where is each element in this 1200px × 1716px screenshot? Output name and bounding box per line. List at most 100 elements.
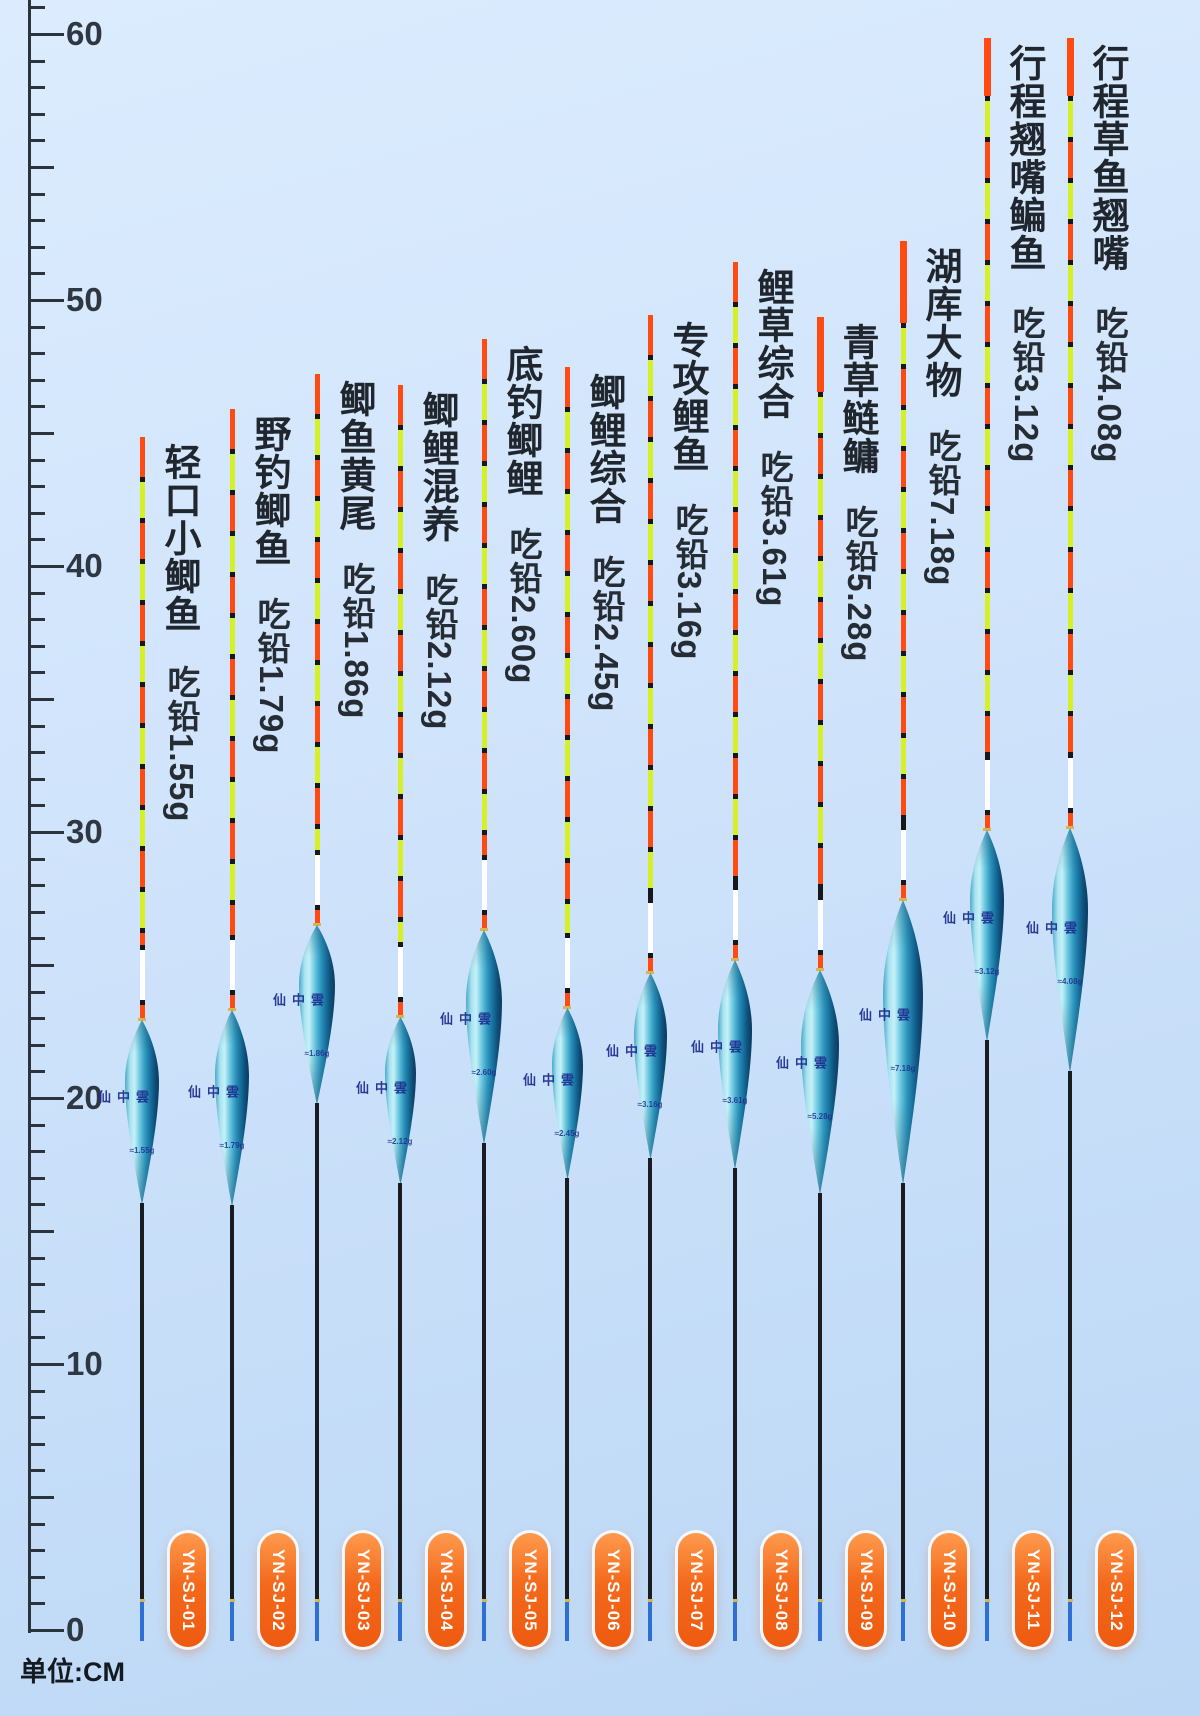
stem-tip (985, 1602, 989, 1641)
ruler-tick (28, 1496, 54, 1499)
ruler-tick (28, 1070, 45, 1073)
brand-logo: 雲中仙 (521, 1073, 574, 1087)
antenna-segment (397, 553, 403, 589)
float-antenna (900, 241, 906, 900)
body-collar (313, 923, 321, 926)
ruler-tick (28, 459, 45, 462)
brand-logo-weight: ≈2.45g (554, 1129, 580, 1138)
antenna-segment (397, 676, 403, 712)
antenna-segment (139, 892, 145, 928)
float-body (299, 925, 335, 1105)
antenna-segment (817, 848, 823, 884)
ruler-tick (28, 565, 64, 568)
float-body-shape (384, 1017, 416, 1185)
antenna-segment (564, 781, 570, 817)
ruler-tick (28, 645, 45, 648)
antenna-segment (647, 903, 653, 953)
antenna-segment (1067, 758, 1073, 808)
antenna-segment (139, 482, 145, 518)
antenna-segment (732, 758, 738, 794)
stem-tip (1068, 1602, 1072, 1641)
ruler-tick (28, 1576, 45, 1579)
antenna-segment (139, 728, 145, 764)
ruler-tick (28, 60, 45, 63)
antenna-segment (817, 643, 823, 679)
antenna-segment (1067, 388, 1073, 424)
antenna-segment (229, 536, 235, 572)
antenna-segment (732, 512, 738, 548)
antenna-segment (314, 419, 320, 455)
antenna-segment (397, 758, 403, 794)
antenna-segment (229, 454, 235, 490)
antenna-segment (1067, 634, 1073, 670)
antenna-segment (139, 646, 145, 682)
body-collar (1066, 826, 1074, 829)
brand-logo: 雲中仙 (689, 1040, 742, 1054)
antenna-segment (647, 360, 653, 396)
antenna-segment (564, 617, 570, 653)
antenna-segment (481, 753, 487, 789)
brand-logo: 雲中仙 (774, 1056, 827, 1070)
float-body (970, 830, 1004, 1042)
ruler-tick (28, 671, 45, 674)
float-stem (985, 1040, 989, 1599)
float-body (125, 1020, 159, 1205)
brand-logo-weight: ≈5.28g (807, 1112, 833, 1121)
antenna-segment (481, 671, 487, 707)
antenna-segment (817, 955, 823, 970)
float-stem (648, 1158, 652, 1599)
brand-logo: 雲中仙 (1024, 921, 1077, 935)
float-body-shape (633, 973, 667, 1160)
float-name: 湖库大物 (920, 247, 961, 399)
antenna-segment (481, 548, 487, 584)
antenna-segment (984, 265, 990, 301)
antenna-segment (732, 348, 738, 384)
antenna-segment (481, 384, 487, 420)
float-body (883, 900, 923, 1185)
antenna-segment (314, 788, 320, 824)
ruler-tick (28, 485, 45, 488)
ruler-tick (28, 1230, 54, 1233)
antenna-segment (564, 863, 570, 899)
float-stem (398, 1183, 402, 1599)
antenna-segment (647, 647, 653, 683)
float-body-shape (883, 900, 923, 1185)
float-body (633, 973, 667, 1160)
body-collar (731, 958, 739, 961)
antenna-segment (984, 675, 990, 711)
float-name: 底钓鲫鲤 (501, 345, 542, 497)
ruler-tick (28, 937, 45, 940)
antenna-segment (229, 577, 235, 613)
antenna-segment (984, 429, 990, 465)
unit-label: 单位:CM (20, 1657, 125, 1687)
antenna-segment (984, 716, 990, 752)
lead-weight-label: 吃铅7.18g (924, 429, 961, 587)
ruler-tick (28, 1150, 45, 1153)
float-stem (901, 1183, 905, 1599)
stem-gold-band (481, 1599, 487, 1602)
antenna-segment (647, 852, 653, 888)
antenna-segment (139, 810, 145, 846)
ruler-tick (28, 804, 45, 807)
antenna-segment (229, 905, 235, 935)
float-name: 行程翘嘴鳊鱼 (1004, 44, 1045, 272)
float-name: 行程草鱼翘嘴 (1087, 44, 1128, 272)
ruler-tick (28, 193, 45, 196)
antenna-segment (817, 479, 823, 515)
model-badge: YN-SJ-04 (428, 1533, 464, 1647)
model-badge-text: YN-SJ-09 (857, 1548, 876, 1632)
antenna-segment (397, 385, 403, 425)
stem-gold-band (732, 1599, 738, 1602)
model-badge-text: YN-SJ-05 (521, 1548, 540, 1632)
float-name: 青草鲢鳙 (837, 323, 878, 475)
lead-weight-label: 吃铅1.55g (163, 665, 200, 823)
brand-logo-weight: ≈1.55g (129, 1146, 155, 1155)
antenna-segment (984, 593, 990, 629)
antenna-segment (481, 425, 487, 461)
antenna-segment (1067, 813, 1073, 828)
stem-tip (315, 1602, 319, 1641)
antenna-segment (397, 947, 403, 997)
antenna-segment (732, 430, 738, 466)
antenna-segment (1067, 224, 1073, 260)
antenna-segment (817, 725, 823, 761)
